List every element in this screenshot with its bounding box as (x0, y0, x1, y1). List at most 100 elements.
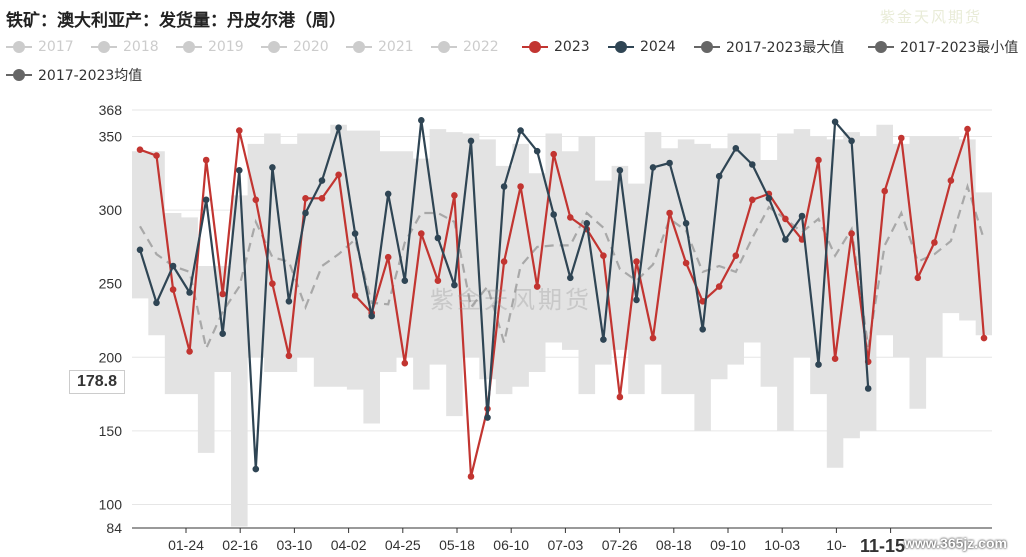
data-point-2023 (947, 177, 955, 184)
data-point-2023 (252, 196, 260, 204)
legend-marker-icon (608, 38, 634, 56)
data-point-2024 (368, 312, 376, 320)
legend-item-2017-2023均值[interactable]: 2017-2023均值 (6, 66, 142, 84)
legend-item-2019[interactable]: 2019 (176, 38, 244, 56)
data-point-2024 (252, 465, 260, 473)
data-point-2023 (451, 192, 458, 199)
y-tick-label: 300 (99, 202, 123, 218)
data-point-2023 (964, 125, 971, 133)
data-point-2024 (285, 298, 293, 305)
range-band-layer (132, 124, 992, 527)
data-point-2023 (666, 209, 673, 217)
x-tick-label: 01-24 (168, 537, 204, 553)
data-point-2024 (335, 124, 342, 131)
data-point-2023 (633, 258, 640, 265)
data-point-2023 (682, 259, 690, 267)
legend-label: 2019 (208, 39, 244, 55)
data-point-2024 (831, 118, 839, 126)
legend-marker-icon (6, 66, 32, 84)
x-tick-label: 07-03 (547, 537, 583, 553)
legend-label: 2020 (293, 39, 329, 55)
data-point-2024 (500, 183, 508, 190)
data-point-2024 (169, 262, 177, 270)
data-point-2023 (898, 134, 905, 142)
x-axis-pointer-label: 11-15 (860, 536, 906, 556)
legend-item-2020[interactable]: 2020 (261, 38, 329, 56)
data-point-2024 (269, 164, 276, 171)
data-point-2024 (649, 164, 657, 171)
x-tick-label: 04-25 (385, 537, 421, 553)
legend-item-2022[interactable]: 2022 (431, 38, 499, 56)
data-point-2023 (533, 283, 541, 290)
data-point-2024 (302, 209, 309, 217)
data-point-2023 (202, 156, 210, 164)
data-point-2023 (848, 230, 855, 237)
data-point-2024 (765, 195, 773, 202)
data-point-2024 (583, 220, 591, 227)
legend-item-2018[interactable]: 2018 (91, 38, 159, 56)
data-point-2024 (418, 117, 425, 124)
x-tick-label: 05-18 (439, 537, 475, 553)
legend-label: 2024 (640, 39, 676, 55)
legend-marker-icon (868, 38, 894, 56)
data-point-2023 (732, 252, 740, 259)
data-point-2023 (980, 334, 988, 342)
data-point-2024 (666, 159, 673, 167)
legend-label: 2021 (378, 39, 414, 55)
x-tick-label: 07-26 (602, 537, 638, 553)
data-point-2024 (682, 220, 690, 227)
data-point-2023 (649, 334, 657, 342)
data-point-2023 (831, 355, 839, 363)
legend-item-2023[interactable]: 2023 (522, 38, 590, 56)
y-tick-label: 368 (99, 102, 123, 118)
legend-item-2021[interactable]: 2021 (346, 38, 414, 56)
series-layer (136, 117, 988, 480)
data-point-2024 (699, 326, 707, 333)
data-point-2023 (418, 230, 425, 237)
data-point-2023 (434, 277, 442, 285)
data-point-2024 (451, 281, 458, 289)
data-point-2023 (269, 280, 276, 288)
data-point-2024 (351, 230, 359, 237)
data-point-2024 (202, 196, 210, 204)
data-point-2023 (517, 183, 524, 190)
x-tick-label: 09-10 (710, 537, 746, 553)
data-point-2023 (236, 127, 243, 134)
y-tick-label: 350 (99, 128, 123, 144)
data-point-2023 (401, 359, 409, 367)
data-point-2023 (186, 348, 193, 355)
legend-item-2017-2023最大值[interactable]: 2017-2023最大值 (694, 38, 844, 56)
data-point-2024 (798, 212, 806, 220)
y-tick-label: 250 (99, 276, 123, 292)
legend-label: 2017-2023最小值 (900, 40, 1019, 56)
data-point-2023 (782, 215, 789, 223)
x-tick-label: 10-03 (764, 537, 800, 553)
data-point-2023 (914, 274, 922, 282)
legend-item-2024[interactable]: 2024 (608, 38, 676, 56)
data-point-2024 (749, 161, 756, 168)
data-point-2024 (136, 246, 144, 254)
legend-marker-icon (694, 38, 720, 56)
legend-marker-icon (346, 38, 372, 56)
data-point-2024 (484, 414, 491, 421)
data-point-2024 (517, 127, 524, 134)
y-tick-label: 150 (99, 423, 123, 439)
legend-label: 2023 (554, 39, 590, 55)
legend-item-2017[interactable]: 2017 (6, 38, 74, 56)
data-point-2024 (715, 172, 723, 180)
data-point-2024 (633, 296, 640, 304)
data-point-2023 (285, 352, 293, 360)
legend-item-2017-2023最小值[interactable]: 2017-2023最小值 (868, 38, 1018, 56)
legend-marker-icon (431, 38, 457, 56)
data-point-2024 (815, 361, 822, 368)
data-point-2023 (749, 196, 756, 204)
data-point-2024 (782, 236, 789, 243)
data-point-2024 (550, 211, 558, 218)
data-point-2023 (550, 150, 558, 158)
data-point-2024 (567, 274, 574, 282)
data-point-2023 (169, 286, 177, 293)
chart-title: 铁矿：澳大利亚产：发货量：丹皮尔港（周） (6, 11, 346, 31)
data-point-2024 (848, 137, 855, 145)
legend-label: 2017-2023均值 (38, 68, 143, 84)
legend-label: 2017-2023最大值 (726, 40, 845, 56)
